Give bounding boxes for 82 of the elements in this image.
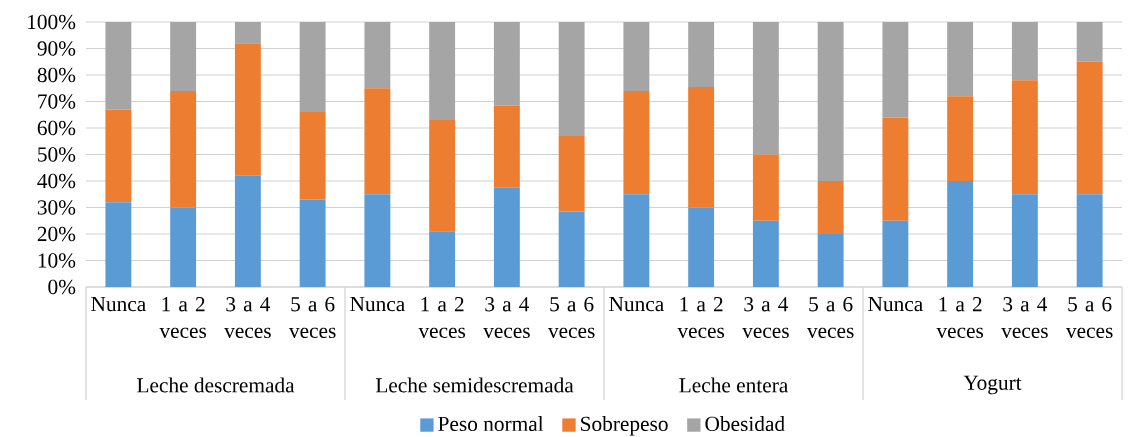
bar [1011,194,1038,287]
x-tick-label: 3 a 4 veces [483,297,530,339]
bar [817,22,844,181]
bar [752,22,779,155]
bar [105,109,132,203]
y-tick-label: 100% [28,14,76,30]
y-tick-label: 80% [37,67,76,83]
bar [623,90,650,195]
bar [882,117,909,221]
bar [623,194,650,287]
bar [1076,22,1103,62]
bar [688,22,715,87]
bar [234,175,261,287]
y-tick-label: 0% [48,279,76,295]
y-tick-label: 70% [38,94,76,109]
bar [688,207,715,287]
x-tick-label: 3 a 4 veces [742,297,789,339]
x-tick-label: 1 a 2 veces [936,297,984,339]
bar [882,22,909,118]
bar [170,207,197,287]
bar [493,105,520,188]
bar [558,22,585,136]
bar [1011,22,1038,81]
x-tick-label: 5 a 6 veces [806,297,854,339]
bar [558,135,585,212]
text: Leche entera [679,377,789,393]
bar [364,194,391,287]
bar [170,90,197,208]
legend-label: Peso normal [438,416,544,432]
text: Leche semidescremada [375,377,574,393]
bar [623,22,650,91]
bar [947,22,974,97]
y-tick-label: 20% [37,226,76,242]
x-tick-label: 1 a 2 veces [418,297,466,339]
bar [234,22,261,44]
bar [752,154,779,221]
x-tick-label: 3 a 4 veces [224,297,271,339]
bar [299,22,326,113]
x-tick-label: 1 a 2 veces [159,297,207,339]
y-tick-label: 60% [37,120,76,136]
x-tick-label: Nunca [868,297,923,312]
bar [234,43,261,176]
bar [947,96,974,181]
bar [493,187,520,287]
bar [688,86,715,208]
x-tick-label: 1 a 2 veces [677,297,725,339]
y-tick-label: 10% [38,253,76,268]
x-tick-label: 5 a 6 veces [1065,297,1113,339]
y-tick-label: 30% [37,200,76,215]
x-tick-label: Nunca [91,297,146,312]
bar [558,211,585,287]
bar [105,22,132,110]
bar [882,220,909,287]
bar [429,120,456,232]
bar [299,112,326,200]
x-tick-label: Nunca [609,297,664,312]
y-tick-label: 90% [37,41,76,56]
x-tick-label: 5 a 6 veces [288,297,336,339]
bar [364,22,391,89]
text: Yogurt [963,375,1022,395]
text: Leche descremada [137,377,295,393]
bar [752,220,779,287]
bar [1011,80,1038,195]
bar [817,234,844,287]
bar [947,181,974,287]
bar [817,181,844,234]
x-tick-label: 3 a 4 veces [1001,297,1048,339]
legend-label: Sobrepeso [581,416,668,436]
bar [170,22,197,91]
y-tick-label: 50% [38,147,76,162]
x-tick-label: Nunca [350,297,405,312]
x-tick-label: 5 a 6 veces [547,297,595,339]
bar [429,22,456,121]
bar [299,199,326,287]
y-tick-label: 40% [37,173,76,189]
bar [1076,194,1103,287]
bar [105,202,132,287]
bar [429,231,456,287]
legend-label: Obesidad [705,416,785,432]
bar [493,22,520,106]
bar [364,88,391,195]
bar [1076,61,1103,195]
